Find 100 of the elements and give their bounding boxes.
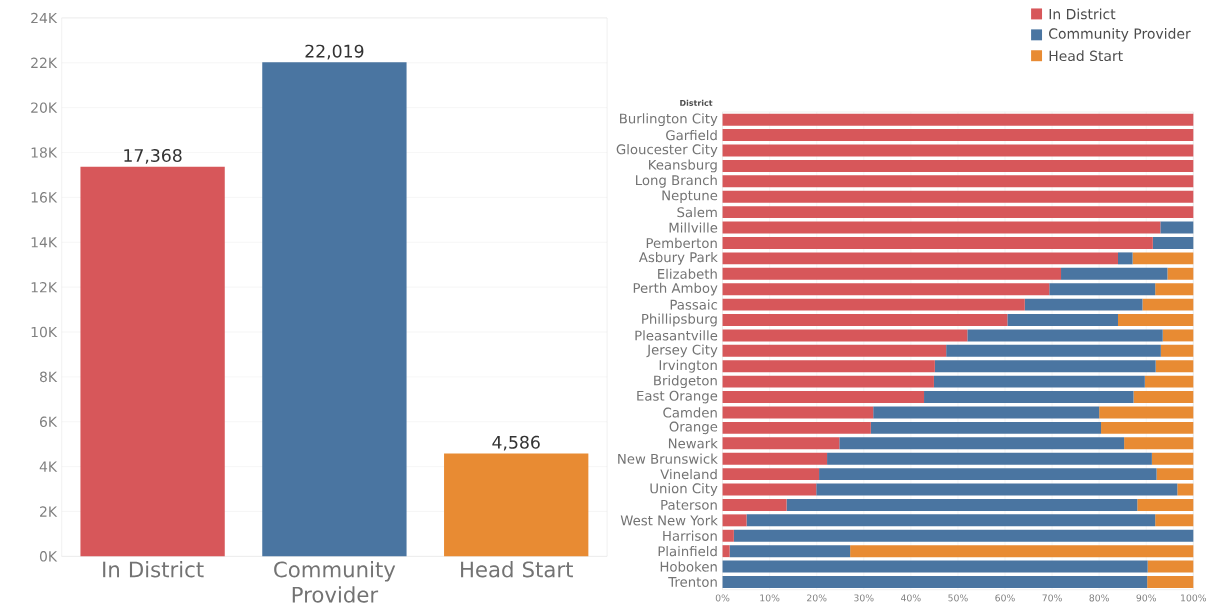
x-tick-label: 10%	[760, 594, 780, 602]
legend-label: Community Provider	[1049, 28, 1191, 42]
y-tick-label: Irvington	[659, 359, 717, 373]
data-label: 4,586	[492, 435, 540, 451]
y-tick-label: Pleasantville	[635, 330, 718, 341]
y-tick-label: 20K	[31, 102, 58, 113]
y-tick-label: 24K	[31, 12, 58, 24]
y-tick-label: Garfield	[666, 129, 717, 141]
bar	[722, 206, 1194, 219]
y-tick-label: Orange	[669, 421, 718, 435]
y-tick-label: Union City	[650, 483, 718, 496]
bar	[444, 453, 589, 557]
y-tick-label: 8K	[39, 371, 58, 383]
y-tick-label: Perth Amboy	[633, 282, 718, 296]
bar	[827, 452, 1152, 465]
bar	[1124, 437, 1194, 450]
bar	[786, 498, 1138, 511]
legend-label: In District	[1049, 8, 1116, 20]
y-tick-label: Phillipsburg	[642, 313, 717, 327]
y-tick-label: 22K	[31, 57, 58, 68]
y-tick-label: Jersey City	[646, 344, 718, 358]
bar	[722, 514, 747, 527]
y-tick-label: Vineland	[660, 468, 717, 480]
y-tick-label: Long Branch	[636, 174, 717, 188]
bar	[1007, 314, 1118, 326]
bar	[1162, 329, 1194, 342]
bar	[722, 113, 1194, 126]
bar	[722, 159, 1194, 172]
bar	[722, 375, 934, 388]
y-tick-label: 12K	[31, 281, 58, 293]
bar	[839, 437, 1125, 450]
x-tick-label: 30%	[854, 594, 874, 602]
bar	[1167, 267, 1194, 280]
bar	[1177, 483, 1194, 496]
bar	[870, 421, 1102, 434]
bar	[850, 545, 1194, 558]
bar	[1160, 344, 1194, 357]
bar	[1151, 452, 1194, 465]
bar	[262, 62, 407, 557]
bar	[1049, 283, 1156, 296]
bar	[733, 529, 1194, 542]
bar	[1101, 421, 1194, 434]
y-tick-label: Millville	[669, 222, 718, 233]
y-tick-label: Paterson	[661, 499, 717, 510]
bar	[1152, 236, 1194, 249]
bar	[1117, 252, 1133, 265]
y-tick-label: 0K	[39, 551, 58, 562]
y-tick-label: 18K	[31, 147, 58, 158]
bar	[722, 468, 820, 481]
x-tick-label: 80%	[1089, 594, 1109, 602]
bar	[722, 421, 871, 434]
bar	[816, 483, 1178, 496]
y-tick-label: West New York	[620, 515, 718, 526]
x-tick-label: 70%	[1042, 594, 1062, 602]
bar	[722, 529, 734, 542]
y-tick-label: Gloucester City	[616, 144, 718, 157]
x-tick-label: In District	[103, 561, 204, 578]
y-tick-label: Bridgeton	[654, 375, 717, 389]
bar	[729, 545, 851, 558]
bar	[946, 344, 1161, 357]
y-tick-label: Burlington City	[620, 113, 718, 127]
x-tick-label: 0%	[715, 594, 730, 602]
bar	[722, 498, 787, 511]
bar	[1155, 283, 1194, 296]
bar	[722, 329, 968, 342]
bar	[1147, 560, 1194, 573]
bar	[1160, 221, 1194, 234]
bar	[1142, 298, 1194, 311]
bar	[722, 575, 1148, 588]
bar	[722, 560, 1148, 573]
bar	[1156, 468, 1194, 481]
bar	[722, 252, 1118, 265]
bar	[1061, 267, 1168, 280]
bar	[722, 298, 1025, 311]
bar	[722, 452, 828, 465]
bar	[746, 514, 1156, 527]
bar	[722, 406, 874, 419]
x-tick-label: 20%	[807, 594, 827, 602]
y-tick-label: Elizabeth	[658, 268, 717, 279]
bar	[1144, 375, 1194, 388]
bar	[722, 391, 925, 403]
bar	[722, 175, 1194, 188]
x-tick-label: 40%	[900, 594, 921, 602]
bar	[722, 344, 947, 357]
bar	[933, 375, 1145, 388]
bar	[1137, 498, 1194, 511]
bar	[873, 406, 1100, 419]
bar	[1155, 360, 1194, 373]
bar	[819, 468, 1157, 481]
y-tick-label: Pemberton	[646, 237, 717, 249]
y-tick-label: Harrison	[663, 530, 717, 541]
x-tick-label: 60%	[995, 594, 1015, 602]
bar	[722, 437, 840, 450]
y-tick-label: Trenton	[668, 577, 717, 587]
y-tick-label: Camden	[663, 407, 717, 418]
y-tick-label: Neptune	[662, 190, 718, 203]
bar	[1024, 298, 1143, 311]
bar	[722, 360, 935, 373]
bar	[1147, 575, 1194, 588]
bar	[967, 329, 1163, 342]
